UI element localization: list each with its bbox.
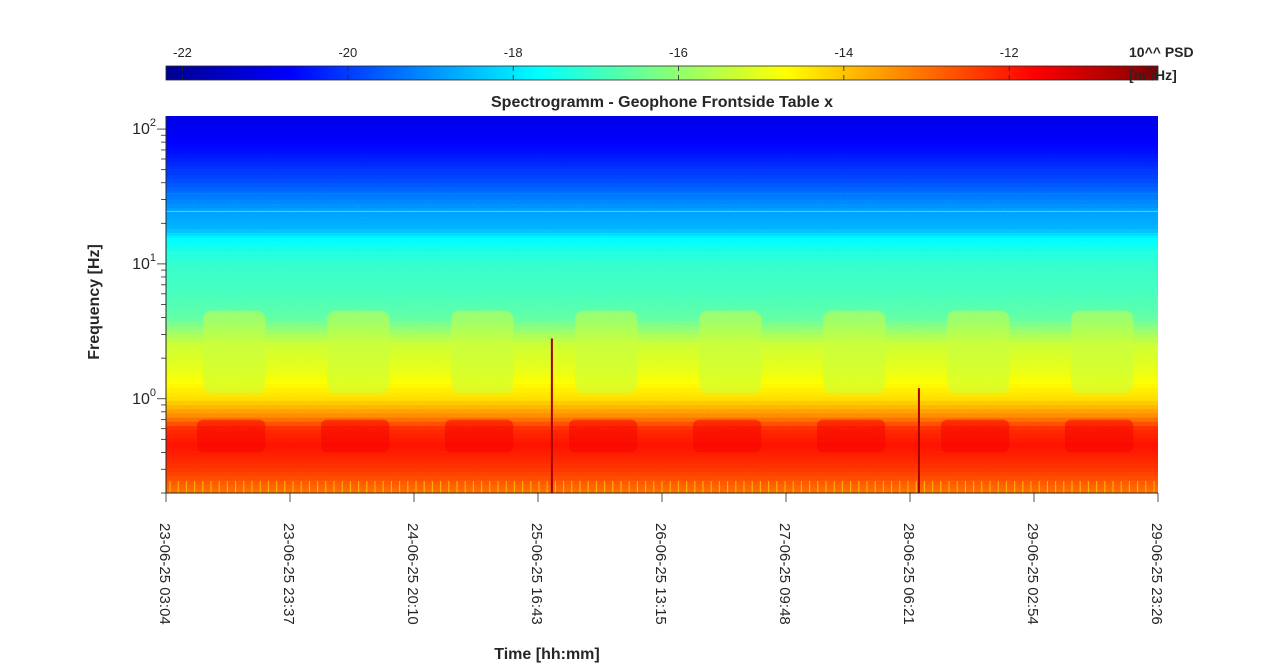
colorbar-ticks: -22 -20 -18 -16 -14 -12 <box>173 45 1019 80</box>
x-tick-label: 26-06-25 13:15 <box>652 523 669 625</box>
colorbar-tick-label: -12 <box>1000 45 1019 60</box>
colorbar-tick-label: -20 <box>338 45 357 60</box>
colorbar-unit-prefix: [m <box>1129 67 1146 83</box>
y-tick-label: 100 <box>132 387 156 408</box>
x-tick-label: 29-06-25 02:54 <box>1024 523 1041 625</box>
y-axis: 100 101 102 <box>132 116 167 494</box>
x-tick-label: 23-06-25 03:04 <box>156 523 173 625</box>
colorbar-tick-label: -14 <box>834 45 853 60</box>
colorbar-gradient <box>165 65 1159 81</box>
chart-title: Spectrogramm - Geophone Frontside Table … <box>491 94 833 111</box>
x-tick-label: 28-06-25 06:21 <box>900 523 917 625</box>
y-tick-label: 102 <box>132 117 156 138</box>
colorbar-tick-label: -22 <box>173 45 192 60</box>
x-axis-label: Time [hh:mm] <box>494 646 599 663</box>
plot-area <box>166 116 1158 493</box>
colorbar-tick-label: -16 <box>669 45 688 60</box>
colorbar-tick-label: -18 <box>504 45 523 60</box>
colorbar-label: 10^^ PSD <box>1129 44 1194 60</box>
x-tick-label: 29-06-25 23:26 <box>1148 523 1165 625</box>
colorbar-unit-suffix: /Hz] <box>1151 67 1177 83</box>
colorbar-unit-sup: 2 <box>1146 66 1151 76</box>
x-axis: 23-06-25 03:04 23-06-25 23:37 24-06-25 20:… <box>156 492 1165 625</box>
y-axis-label: Frequency [Hz] <box>86 244 103 360</box>
colorbar: -22 -20 -18 -16 -14 -12 10^^ PSD [m2/Hz] <box>165 44 1194 83</box>
noise-texture <box>166 116 1158 493</box>
colorbar-unit: [m2/Hz] <box>1129 66 1177 83</box>
x-tick-label: 24-06-25 20:10 <box>404 523 421 625</box>
x-tick-label: 23-06-25 23:37 <box>280 523 297 625</box>
x-tick-label: 25-06-25 16:43 <box>528 523 545 625</box>
x-tick-label: 27-06-25 09:48 <box>776 523 793 625</box>
y-tick-label: 101 <box>132 252 156 273</box>
